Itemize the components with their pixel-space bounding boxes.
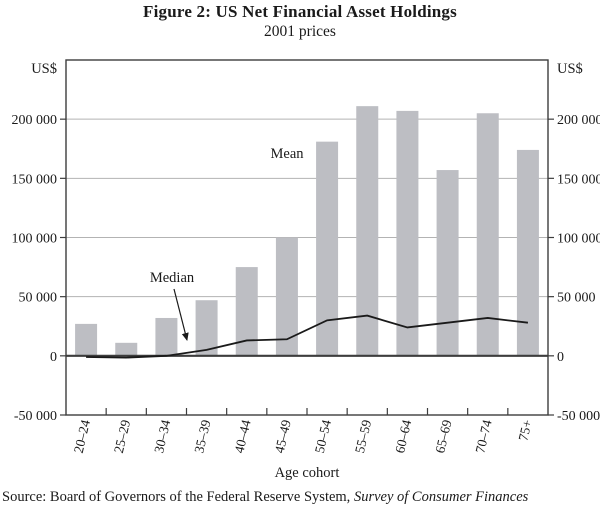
bar-70–74: [476, 113, 499, 356]
source-note: Source: Board of Governors of the Federa…: [2, 489, 528, 506]
bar-20–24: [75, 323, 98, 356]
bar-60–64: [396, 110, 419, 356]
x-tick-label: 20–24: [71, 418, 93, 455]
x-tick-label: 65–69: [432, 418, 454, 455]
median-line: [86, 314, 529, 359]
y-tick-label-right: 100 000: [557, 232, 600, 247]
y-tick-label-left: -50 000: [14, 409, 57, 424]
x-tick-label: 60–64: [392, 418, 414, 455]
bar-55–59: [356, 106, 379, 356]
source-publication: Survey of Consumer Finances: [353, 489, 529, 505]
bar-35–39: [195, 300, 218, 356]
x-tick-label: 55–59: [352, 418, 374, 455]
mean-series-label: Mean: [270, 146, 304, 162]
bar-30–34: [155, 317, 178, 356]
chart-subtitle: 2001 prices: [264, 23, 336, 40]
median-series-label: Median: [150, 270, 195, 286]
x-tick-label: 75+: [515, 418, 534, 442]
chart-title: Figure 2: US Net Financial Asset Holding…: [143, 2, 457, 21]
y-tick-label-left: 100 000: [12, 232, 58, 247]
x-tick-label: 40–44: [231, 418, 253, 455]
y-tick-label-right: 200 000: [557, 113, 600, 128]
y-tick-label-right: 150 000: [557, 172, 600, 187]
y-axis-unit-left: US$: [31, 61, 57, 77]
y-tick-label-right: -50 000: [557, 409, 600, 424]
x-tick-label: 45–49: [272, 418, 294, 455]
bar-45–49: [275, 237, 298, 356]
y-tick-label-left: 200 000: [12, 113, 58, 128]
y-axis-unit-right: US$: [557, 61, 583, 77]
bar-25–29: [115, 342, 138, 356]
x-tick-label: 35–39: [191, 418, 213, 455]
median-arrow: [173, 288, 189, 341]
x-axis-title: Age cohort: [275, 465, 340, 481]
x-tick-label: 25–29: [111, 418, 133, 455]
y-tick-label-right: 50 000: [557, 291, 596, 306]
y-tick-label-left: 150 000: [12, 172, 58, 187]
y-tick-label-left: 50 000: [19, 291, 58, 306]
source-text: Source: Board of Governors of the Federa…: [2, 489, 354, 505]
x-tick-label: 70–74: [472, 418, 494, 455]
y-tick-label-left: 0: [50, 350, 57, 365]
bar-75+: [516, 149, 539, 356]
bar-65–69: [436, 170, 459, 356]
y-tick-label-right: 0: [557, 350, 564, 365]
bar-50–54: [316, 141, 339, 356]
x-tick-label: 30–34: [151, 418, 173, 455]
bar-40–44: [235, 267, 258, 356]
x-tick-label: 50–54: [312, 418, 334, 455]
